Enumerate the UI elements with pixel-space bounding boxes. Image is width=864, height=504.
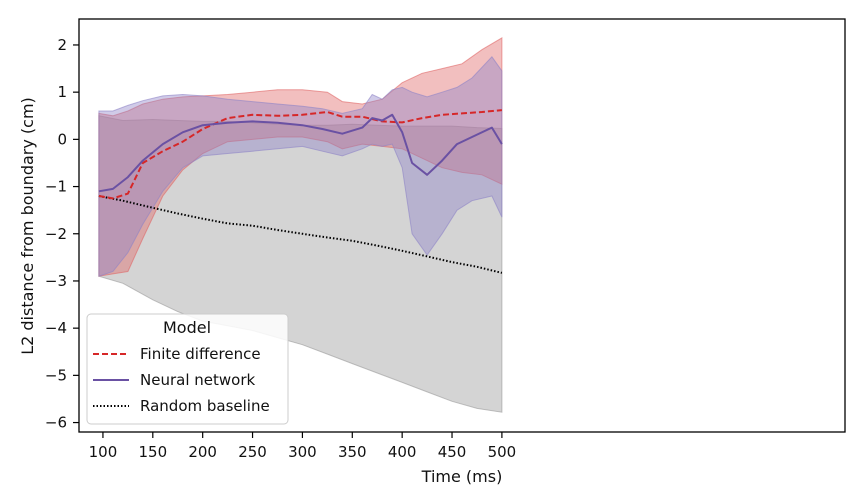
x-tick-label: 500 [488,443,517,461]
x-tick-label: 350 [338,443,367,461]
legend-label-random-baseline: Random baseline [140,397,270,415]
line-finite-difference [98,109,502,200]
y-tick-label: 0 [57,130,67,148]
x-tick-label: 150 [138,443,167,461]
x-tick-label: 450 [438,443,467,461]
plot-frame [78,18,846,433]
x-tick-label: 250 [238,443,267,461]
line-random-baseline [98,195,503,274]
x-axis-label: Time (ms) [421,467,503,486]
y-tick-label: 2 [57,36,67,54]
legend: Model Finite difference Neural network R… [86,313,289,425]
y-tick-label: −4 [45,319,67,337]
legend-label-finite-difference: Finite difference [140,345,261,363]
legend-label-neural-network: Neural network [140,371,255,389]
band-neural-network [98,56,503,277]
line-neural-network [98,113,503,193]
x-tick-label: 100 [89,443,118,461]
y-tick-label: 1 [57,83,67,101]
y-tick-label: −3 [45,272,67,290]
y-tick-label: −2 [45,225,67,243]
legend-box [86,313,289,425]
legend-title: Model [163,318,211,337]
x-tick-label: 400 [388,443,417,461]
y-tick-label: −5 [45,366,67,384]
x-tick-label: 200 [188,443,217,461]
y-axis-ticks: 2 1 0 −1 −2 −3 −4 −5 −6 [45,36,79,432]
series-lines [98,109,503,274]
confidence-bands [98,37,503,413]
x-tick-label: 300 [288,443,317,461]
x-axis-ticks: 100 150 200 250 300 350 400 450 500 [89,432,517,461]
y-axis-label: L2 distance from boundary (cm) [18,97,37,355]
y-tick-label: −6 [45,414,67,432]
y-tick-label: −1 [45,178,67,196]
